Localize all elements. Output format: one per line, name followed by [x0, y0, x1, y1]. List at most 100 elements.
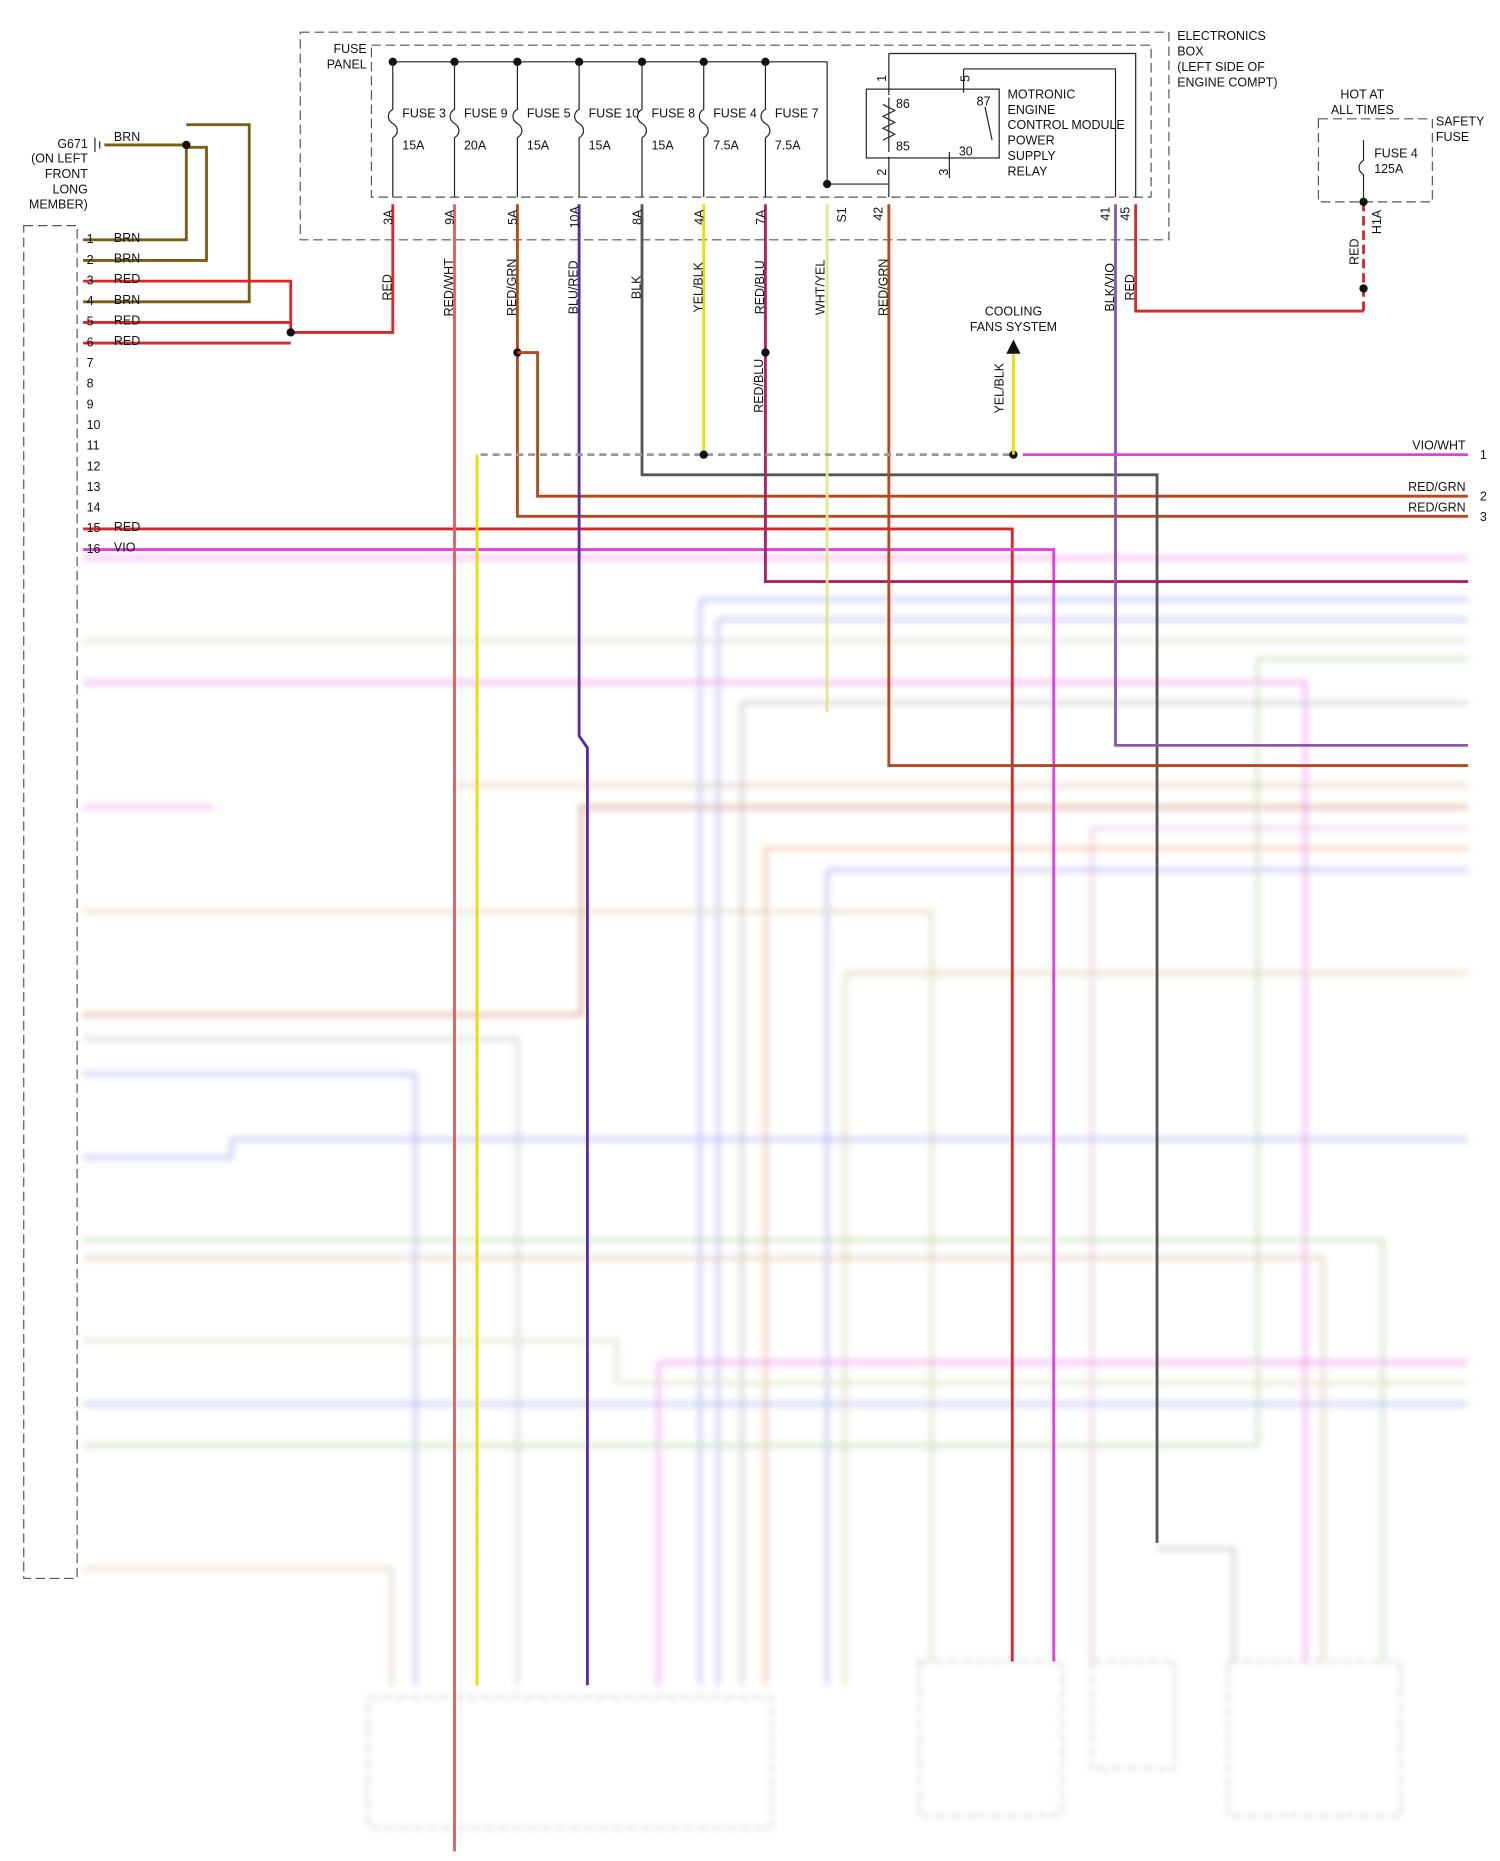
fuse-name: FUSE 10 [589, 106, 640, 120]
pin-number: 5 [87, 315, 94, 329]
wire-color: RED [114, 334, 140, 348]
wire [83, 548, 1056, 1662]
splice-dot [286, 328, 295, 337]
fuse-name: FUSE 7 [775, 106, 819, 120]
wire-color: RED/BLU [753, 260, 767, 314]
pin-number: 3 [87, 273, 94, 287]
box-title: ELECTRONICS [1177, 29, 1266, 43]
wire [517, 351, 1468, 498]
panel-title: FUSE [333, 42, 366, 56]
pin-number: 10 [87, 418, 101, 432]
splice-dot [1359, 284, 1368, 293]
ground-location: MEMBER) [29, 198, 88, 212]
relay-label: MOTRONIC [1008, 87, 1076, 101]
wire [290, 204, 395, 334]
wire-color: BRN [114, 293, 140, 307]
terminal-id: 42 [872, 207, 886, 221]
wire-color: BLU/RED [567, 260, 581, 314]
fuse-name: FUSE 3 [402, 106, 446, 120]
pin-number: 6 [87, 335, 94, 349]
relay-label: CONTROL MODULE [1008, 118, 1125, 132]
splice-dot [699, 450, 708, 459]
terminal-id: 9A [443, 209, 457, 225]
hot-label: HOT AT [1340, 87, 1384, 101]
relay-label: POWER [1008, 134, 1055, 148]
splice-dot [513, 348, 522, 357]
ground-location: FRONT [45, 167, 88, 181]
fuse-rating: 15A [652, 138, 675, 152]
fuse [1358, 140, 1365, 202]
cooling-fans-label: FANS SYSTEM [970, 320, 1057, 334]
terminal-id: 10A [568, 206, 582, 229]
panel-title: PANEL [327, 58, 367, 72]
wire [515, 204, 1468, 518]
fuse-name: FUSE 8 [652, 106, 696, 120]
splice-dot [822, 179, 832, 189]
terminal-id: 45 [1118, 207, 1132, 221]
pin-number: 1 [1480, 448, 1487, 462]
ground-symbol [94, 137, 101, 153]
fuse-name: FUSE 4 [713, 106, 757, 120]
label: 85 [896, 140, 910, 154]
ground-id: G671 [57, 137, 88, 151]
relay-box [865, 88, 1000, 159]
wire-color: BRN [114, 130, 140, 144]
wire [577, 204, 589, 1686]
pin-number: 1 [87, 232, 94, 246]
label: 5 [958, 75, 972, 82]
wire-color: VIO/WHT [1412, 439, 1466, 453]
terminal-id: 8A [631, 209, 645, 225]
pin-number: 15 [87, 521, 101, 535]
wire-color: RED/WHT [442, 258, 456, 316]
terminal-id: 4A [692, 209, 706, 225]
pin-number: 7 [87, 356, 94, 370]
pin-number: 12 [87, 459, 101, 473]
wire [83, 527, 1014, 1662]
pin-number: 3 [1480, 510, 1487, 524]
fuse [449, 61, 460, 198]
wire-color: RED [1123, 274, 1137, 300]
wire-color: BLK/VIO [1103, 263, 1117, 312]
wire [83, 143, 188, 242]
splice-id: S1 [835, 207, 849, 222]
terminal-id: 7A [754, 209, 768, 225]
ground-location: (ON LEFT [31, 151, 88, 165]
label: 1 [875, 75, 889, 82]
terminal-id: 5A [506, 209, 520, 225]
splice-dot [761, 348, 770, 357]
wire [83, 145, 208, 262]
cooling-fans-label: COOLING [985, 305, 1042, 319]
wire [887, 204, 1468, 767]
arrow [1006, 339, 1021, 354]
fuse-panel [370, 44, 1152, 198]
splice-dot [182, 140, 191, 150]
label: 30 [959, 144, 973, 158]
fuse-rating: 125A [1374, 162, 1404, 176]
lower-diagram [83, 556, 1468, 1829]
terminal-id: 41 [1098, 207, 1112, 221]
pin-number: 9 [87, 397, 94, 411]
wire-color: RED [114, 314, 140, 328]
relay-label: ENGINE [1008, 103, 1056, 117]
terminal-id: H1A [1370, 209, 1384, 234]
wire-color: YEL/BLK [993, 362, 1007, 413]
fuse [760, 61, 771, 198]
label: 87 [977, 94, 991, 108]
wire-color: BLK [630, 275, 644, 299]
pin-number: 2 [1480, 490, 1487, 504]
pin-number: 14 [87, 501, 101, 515]
terminal-id: 3A [382, 209, 396, 225]
wire-color: RED/GRN [1408, 480, 1465, 494]
electronics-box [299, 31, 1170, 241]
wire-color: RED/BLU [752, 359, 766, 413]
fuse-rating: 7.5A [775, 138, 801, 152]
fuse [512, 61, 523, 198]
wire-color: VIO [114, 541, 136, 555]
wire-color: BRN [114, 231, 140, 245]
wire-color: RED [114, 520, 140, 534]
relay-label: SUPPLY [1008, 149, 1057, 163]
wire [1114, 204, 1468, 747]
wire-color: RED [1348, 239, 1362, 265]
fuse [698, 61, 709, 198]
